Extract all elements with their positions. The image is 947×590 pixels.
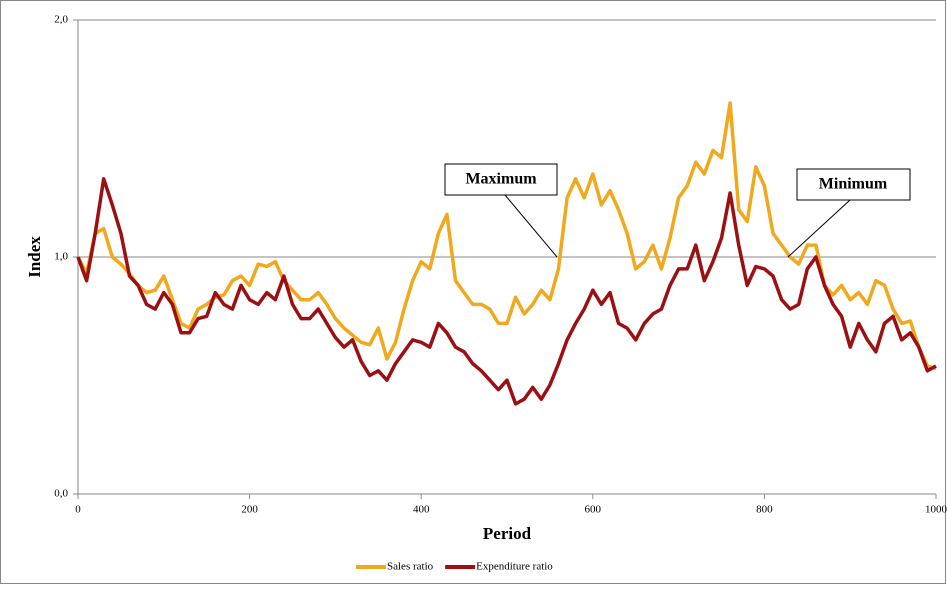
y-tick-label: 0,0 xyxy=(54,488,68,500)
annotation-box xyxy=(796,168,911,201)
annotation-text: Minimum xyxy=(819,176,888,193)
y-tick-label: 1,0 xyxy=(54,251,68,263)
y-axis-title: Index xyxy=(25,236,44,278)
plot-area: 0,0 1,0 2,0 0 200 400 600 800 1000 xyxy=(54,14,947,516)
x-tick-label: 0 xyxy=(75,504,81,516)
series-line xyxy=(76,177,937,406)
y-tick-label: 2,0 xyxy=(54,14,68,26)
legend-label: Sales ratio xyxy=(387,561,434,573)
annotation-pointer xyxy=(504,194,558,258)
x-tick-label: 400 xyxy=(413,504,430,516)
legend-label: Expenditure ratio xyxy=(476,561,553,573)
x-tick-label: 800 xyxy=(756,504,773,516)
x-axis-title: Period xyxy=(483,524,532,543)
series-line xyxy=(76,101,937,371)
annotation-text: Maximum xyxy=(465,171,537,188)
annotation-pointer xyxy=(787,199,851,258)
annotation: Minimum xyxy=(787,168,911,258)
annotation-box xyxy=(444,163,558,196)
x-tick-label: 600 xyxy=(585,504,602,516)
x-tick-label: 200 xyxy=(241,504,258,516)
x-tick-label: 1000 xyxy=(925,504,947,516)
annotation: Maximum xyxy=(444,163,558,258)
